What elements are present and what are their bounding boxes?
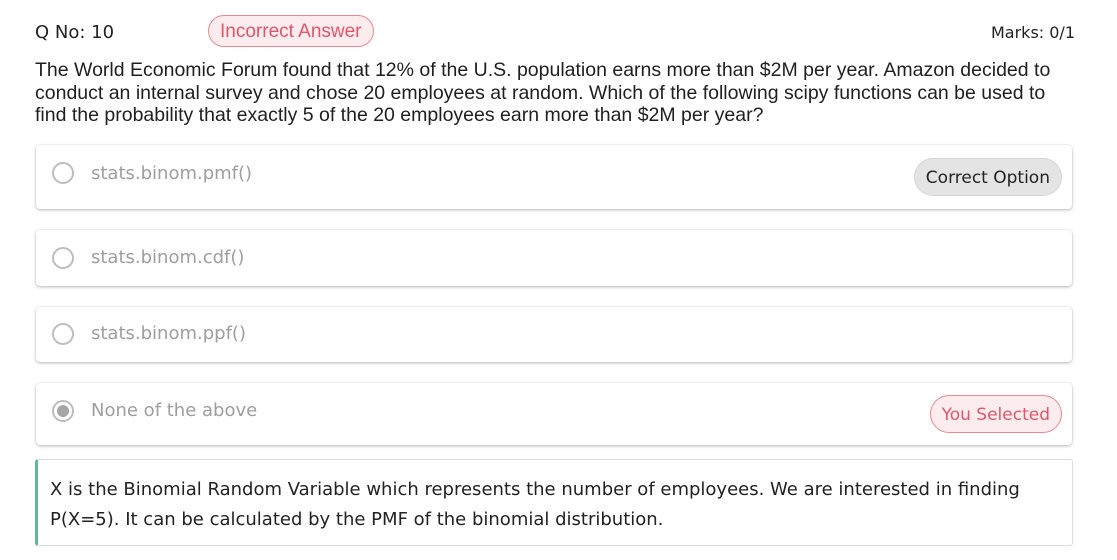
option-2[interactable]: stats.binom.cdf() <box>36 230 1072 286</box>
option-1[interactable]: stats.binom.pmf() Correct Option <box>36 145 1072 209</box>
option-label: stats.binom.pmf() <box>91 163 253 184</box>
explanation-text: X is the Binomial Random Variable which … <box>50 479 1020 530</box>
radio-icon[interactable] <box>52 247 74 269</box>
incorrect-answer-badge: Incorrect Answer <box>208 15 374 47</box>
you-selected-chip: You Selected <box>929 395 1062 433</box>
question-header: Q No: 10 Incorrect Answer Marks: 0/1 <box>35 14 1075 50</box>
option-3[interactable]: stats.binom.ppf() <box>36 307 1072 362</box>
option-label: stats.binom.ppf() <box>91 323 246 344</box>
radio-selected-icon[interactable] <box>52 400 74 422</box>
option-4[interactable]: None of the above You Selected <box>36 383 1072 445</box>
radio-icon[interactable] <box>52 323 74 345</box>
radio-icon[interactable] <box>52 162 74 184</box>
option-label: stats.binom.cdf() <box>91 247 245 268</box>
explanation-box: X is the Binomial Random Variable which … <box>35 459 1073 546</box>
question-text: The World Economic Forum found that 12% … <box>35 59 1051 126</box>
question-number: Q No: 10 <box>35 22 115 43</box>
marks-label: Marks: 0/1 <box>990 23 1075 42</box>
correct-option-chip: Correct Option <box>913 158 1062 196</box>
option-label: None of the above <box>91 400 258 421</box>
